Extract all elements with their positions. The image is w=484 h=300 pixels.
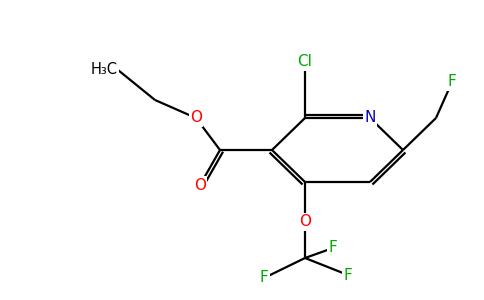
Text: F: F bbox=[259, 271, 268, 286]
Text: O: O bbox=[299, 214, 311, 230]
Text: F: F bbox=[448, 74, 456, 89]
Text: N: N bbox=[364, 110, 376, 125]
Text: O: O bbox=[190, 110, 202, 125]
Text: Cl: Cl bbox=[298, 55, 313, 70]
Text: F: F bbox=[329, 241, 337, 256]
Text: F: F bbox=[344, 268, 352, 283]
Text: O: O bbox=[194, 178, 206, 193]
Text: H₃C: H₃C bbox=[91, 62, 118, 77]
